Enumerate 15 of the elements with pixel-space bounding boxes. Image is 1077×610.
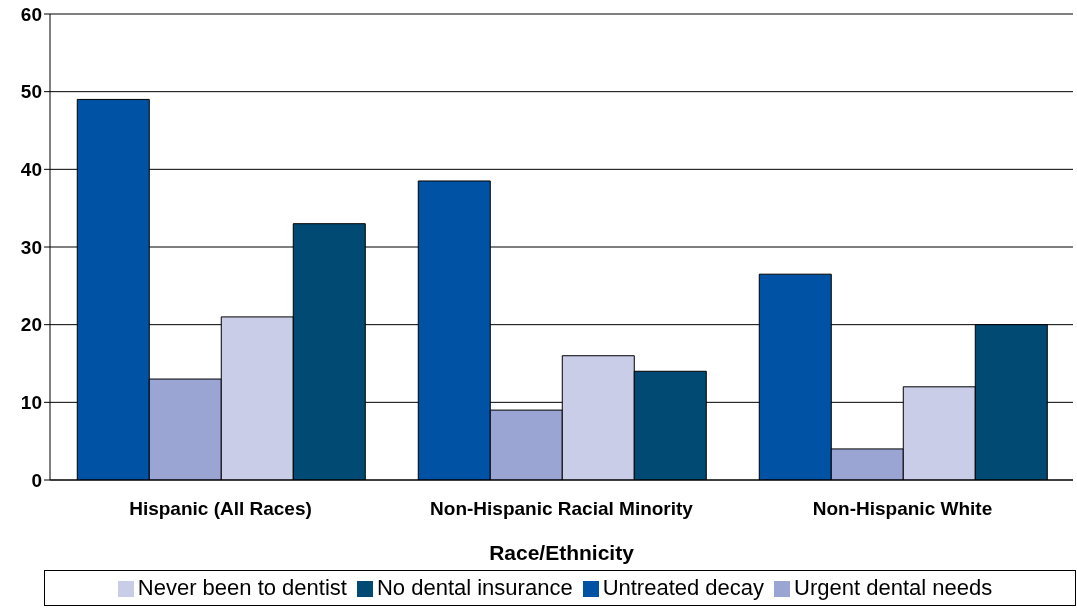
y-tick-label: 30 — [20, 236, 42, 258]
legend-label: Never been to dentist — [137, 575, 347, 600]
y-tick-label: 40 — [20, 159, 42, 181]
y-tick-label: 50 — [20, 81, 42, 103]
y-tick-label: 60 — [20, 3, 42, 25]
y-tick-label: 20 — [20, 314, 42, 336]
x-axis-title: Race/Ethnicity — [489, 541, 635, 564]
legend-label: Urgent dental needs — [794, 575, 993, 600]
y-tick-label: 10 — [20, 392, 42, 414]
legend-label: No dental insurance — [376, 575, 573, 600]
x-tick-label: Hispanic (All Races) — [129, 498, 312, 520]
legend-label: Untreated decay — [602, 575, 765, 600]
x-tick-label: Non-Hispanic White — [812, 498, 993, 520]
y-tick-label: 0 — [31, 469, 42, 491]
x-tick-label: Non-Hispanic Racial Minority — [430, 498, 694, 520]
